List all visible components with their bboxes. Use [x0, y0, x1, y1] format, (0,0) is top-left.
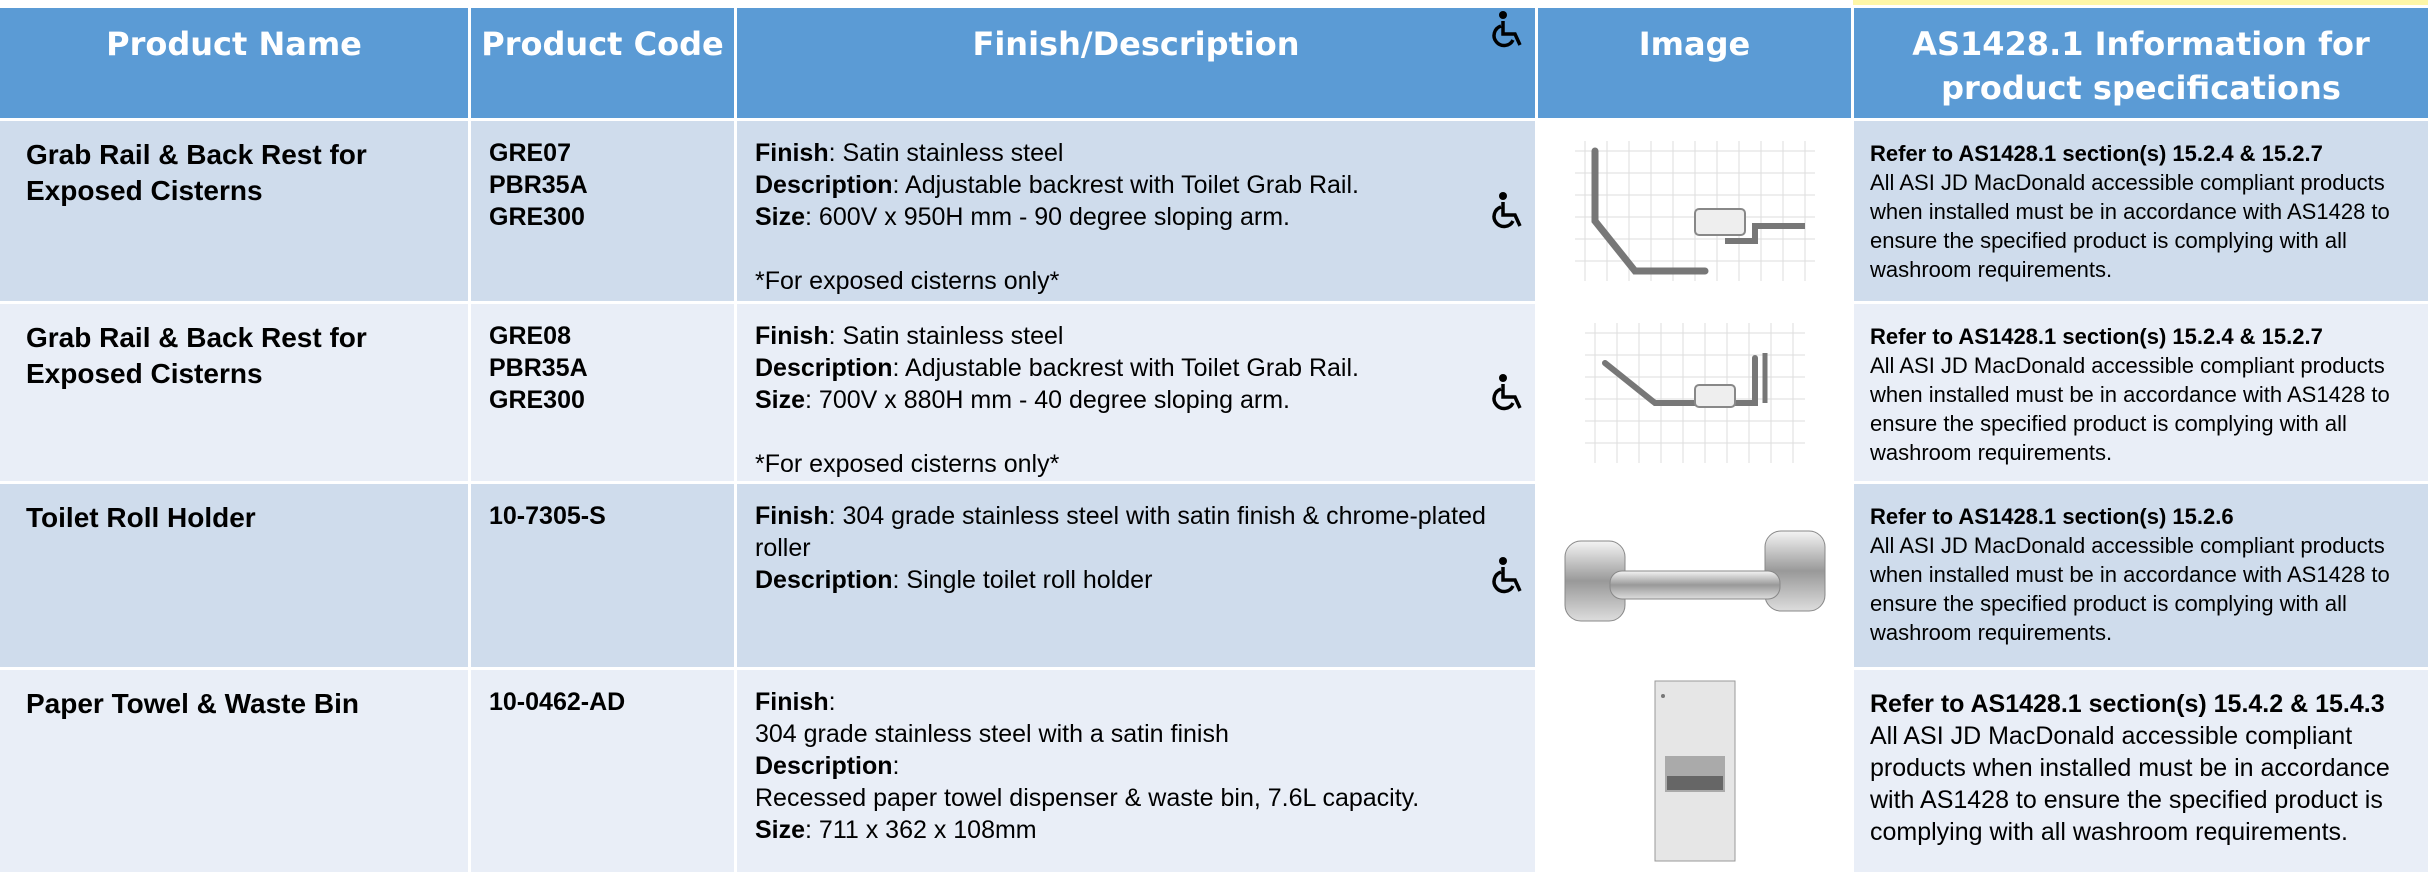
spec-text: All ASI JD MacDonald accessible complian… [1870, 533, 2390, 645]
spec-title: Refer to AS1428.1 section(s) 15.2.4 & 15… [1870, 141, 2323, 166]
product-image [1584, 322, 1805, 463]
header-text: Finish/Description [972, 25, 1300, 63]
product-code: GRE300 [489, 386, 585, 414]
image-cell [1538, 484, 1851, 667]
header-cell: Product Code [471, 8, 734, 118]
detail-label: Finish [755, 139, 829, 167]
spec-title: Refer to AS1428.1 section(s) 15.2.4 & 15… [1870, 324, 2323, 349]
detail-line: Finish: 304 grade stainless steel with s… [755, 500, 1517, 564]
spec-cell: Refer to AS1428.1 section(s) 15.4.2 & 15… [1854, 670, 2428, 872]
detail-label: Description [755, 752, 893, 780]
detail-line: Finish: [755, 686, 1517, 718]
note: *For exposed cisterns only* [755, 267, 1060, 295]
detail-label: Finish [755, 688, 829, 716]
detail-line: Size: 600V x 950H mm - 90 degree sloping… [755, 201, 1517, 233]
product-code: GRE300 [489, 203, 585, 231]
product-image [1564, 530, 1825, 621]
accessible-icon [1492, 11, 1522, 48]
header-cell: Image [1538, 8, 1851, 118]
product-table: Product Name Product Code Finish/Descrip… [0, 8, 2428, 872]
detail-text: 304 grade stainless steel with a satin f… [755, 720, 1229, 748]
detail-line: Description: [755, 750, 1517, 782]
product-code: PBR35A [489, 171, 588, 199]
product-image [1574, 141, 1815, 281]
finish-description: Finish: 304 grade stainless steel with a … [737, 670, 1535, 872]
detail-line: Size: 711 x 362 x 108mm [755, 814, 1517, 846]
note: *For exposed cisterns only* [755, 450, 1060, 478]
detail-label: Size [755, 816, 806, 844]
top-strip [1853, 0, 2428, 5]
product-name: Grab Rail & Back Rest for Exposed Cister… [0, 304, 468, 481]
detail-label: Description [755, 171, 893, 199]
product-name: Paper Towel & Waste Bin [0, 670, 468, 872]
spec-text: All ASI JD MacDonald accessible complian… [1870, 722, 2390, 846]
accessible-icon [1492, 192, 1522, 229]
header-cell: Product Name [0, 8, 468, 118]
detail-line: Finish: Satin stainless steel [755, 137, 1517, 169]
header-cell: Finish/Description [737, 8, 1535, 118]
detail-line: Size: 700V x 880H mm - 40 degree sloping… [755, 384, 1517, 416]
detail-label: Finish [755, 502, 829, 530]
spec-title: Refer to AS1428.1 section(s) 15.4.2 & 15… [1870, 690, 2385, 718]
finish-description: Finish: Satin stainless steel Description… [737, 121, 1535, 301]
spec-cell: Refer to AS1428.1 section(s) 15.2.4 & 15… [1854, 304, 2428, 481]
detail-text: : 304 grade stainless steel with satin f… [755, 502, 1486, 562]
detail-line: 304 grade stainless steel with a satin f… [755, 718, 1517, 750]
detail-text: : Satin stainless steel [828, 322, 1064, 350]
spec-title: Refer to AS1428.1 section(s) 15.2.6 [1870, 504, 2234, 529]
product-code: 10-0462-AD [489, 688, 626, 716]
detail-label: Finish [755, 322, 829, 350]
detail-label: Size [755, 203, 806, 231]
accessible-icon [1492, 373, 1522, 410]
detail-text: : [892, 752, 900, 780]
detail-text: : Adjustable backrest with Toilet Grab R… [892, 354, 1359, 382]
detail-text: : 600V x 950H mm - 90 degree sloping arm… [805, 203, 1290, 231]
detail-text: : Satin stainless steel [828, 139, 1064, 167]
spec-cell: Refer to AS1428.1 section(s) 15.2.6 All A… [1854, 484, 2428, 667]
product-code: 10-7305-S [489, 502, 606, 530]
product-codes: 10-7305-S [471, 484, 734, 667]
detail-text: : Single toilet roll holder [892, 566, 1153, 594]
product-codes: GRE08 PBR35A GRE300 [471, 304, 734, 481]
finish-description: Finish: 304 grade stainless steel with s… [737, 484, 1535, 667]
image-cell [1538, 670, 1851, 872]
product-codes: 10-0462-AD [471, 670, 734, 872]
detail-label: Description [755, 566, 893, 594]
product-codes: GRE07 PBR35A GRE300 [471, 121, 734, 301]
detail-label: Description [755, 354, 893, 382]
accessible-icon [1492, 556, 1522, 593]
image-cell [1538, 304, 1851, 481]
detail-text: Recessed paper towel dispenser & waste b… [755, 784, 1420, 812]
product-code: GRE07 [489, 139, 571, 167]
detail-text: : [828, 688, 836, 716]
finish-description: Finish: Satin stainless steel Description… [737, 304, 1535, 481]
detail-text: : 711 x 362 x 108mm [805, 816, 1037, 844]
detail-line: Finish: Satin stainless steel [755, 320, 1517, 352]
product-image [1654, 680, 1735, 862]
product-code: PBR35A [489, 354, 588, 382]
spec-text: All ASI JD MacDonald accessible complian… [1870, 170, 2390, 282]
spec-text: All ASI JD MacDonald accessible complian… [1870, 353, 2390, 465]
detail-text: : Adjustable backrest with Toilet Grab R… [892, 171, 1359, 199]
detail-line: Recessed paper towel dispenser & waste b… [755, 782, 1517, 814]
detail-line: Description: Adjustable backrest with To… [755, 169, 1517, 201]
product-code: GRE08 [489, 322, 571, 350]
header-cell: AS1428.1 Information for product specifi… [1854, 8, 2428, 118]
detail-text: : 700V x 880H mm - 40 degree sloping arm… [805, 386, 1290, 414]
spec-cell: Refer to AS1428.1 section(s) 15.2.4 & 15… [1854, 121, 2428, 301]
detail-line: Description: Single toilet roll holder [755, 564, 1517, 596]
product-name: Grab Rail & Back Rest for Exposed Cister… [0, 121, 468, 301]
image-cell [1538, 121, 1851, 301]
detail-line: Description: Adjustable backrest with To… [755, 352, 1517, 384]
product-name: Toilet Roll Holder [0, 484, 468, 667]
detail-label: Size [755, 386, 806, 414]
